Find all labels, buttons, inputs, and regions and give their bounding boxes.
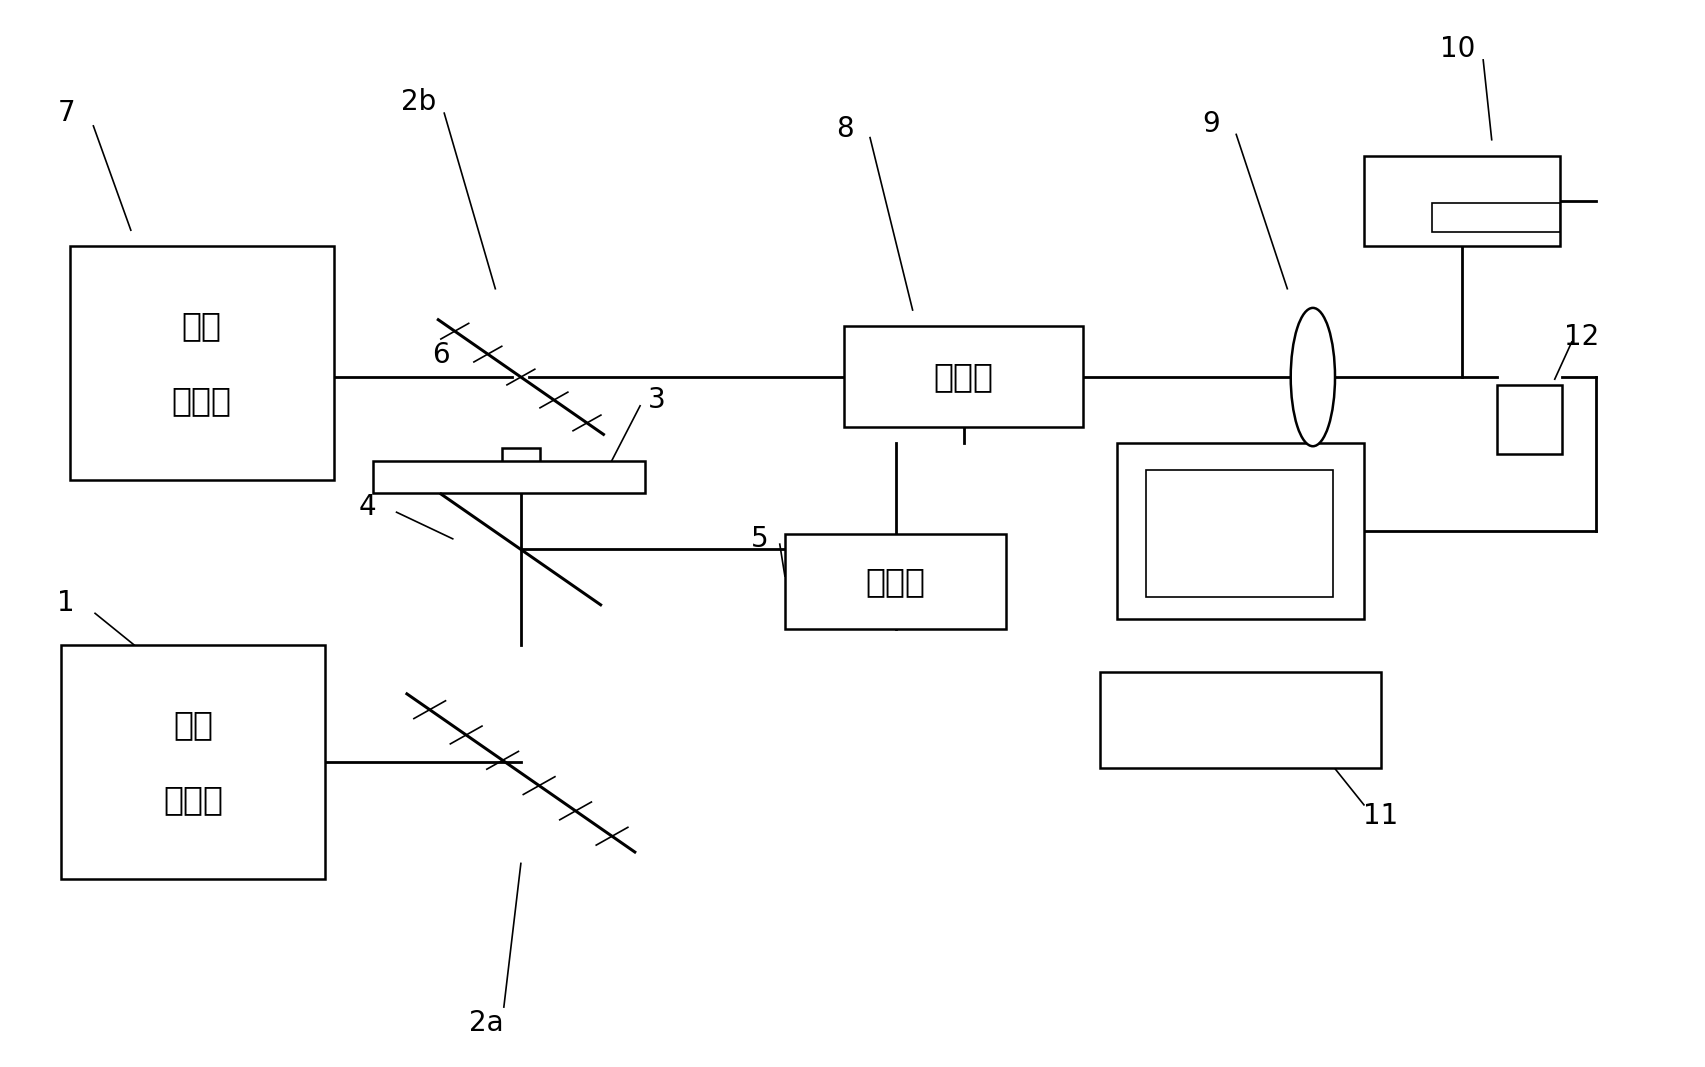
Bar: [1146, 469, 1333, 598]
Bar: [1364, 156, 1558, 246]
Text: 3: 3: [648, 386, 665, 414]
Text: 11: 11: [1362, 801, 1398, 829]
Bar: [70, 246, 332, 480]
Bar: [784, 534, 1006, 630]
Text: 2b: 2b: [401, 89, 436, 116]
Bar: [1100, 672, 1379, 767]
Text: 缩束器: 缩束器: [933, 360, 992, 393]
Bar: [1495, 384, 1560, 453]
Text: 12: 12: [1563, 322, 1599, 351]
Text: 8: 8: [835, 115, 852, 143]
Ellipse shape: [1291, 308, 1335, 446]
Text: 2a: 2a: [469, 1009, 503, 1037]
Text: 5: 5: [750, 525, 767, 553]
Text: 4: 4: [358, 493, 377, 521]
Bar: [844, 327, 1083, 427]
Text: 6: 6: [431, 340, 450, 369]
Bar: [372, 461, 644, 493]
Text: 激光: 激光: [172, 708, 213, 742]
Bar: [501, 448, 539, 472]
Bar: [1117, 443, 1364, 619]
Text: 7: 7: [58, 99, 75, 127]
Bar: [61, 646, 326, 879]
Text: 10: 10: [1439, 35, 1475, 63]
Text: 9: 9: [1200, 110, 1219, 138]
Text: 能量计: 能量计: [864, 564, 926, 598]
Text: 1: 1: [58, 589, 75, 617]
Text: 发生器: 发生器: [164, 783, 223, 816]
Bar: [1430, 203, 1558, 233]
Text: 激光器: 激光器: [172, 384, 232, 417]
Text: 连续: 连续: [181, 309, 222, 343]
